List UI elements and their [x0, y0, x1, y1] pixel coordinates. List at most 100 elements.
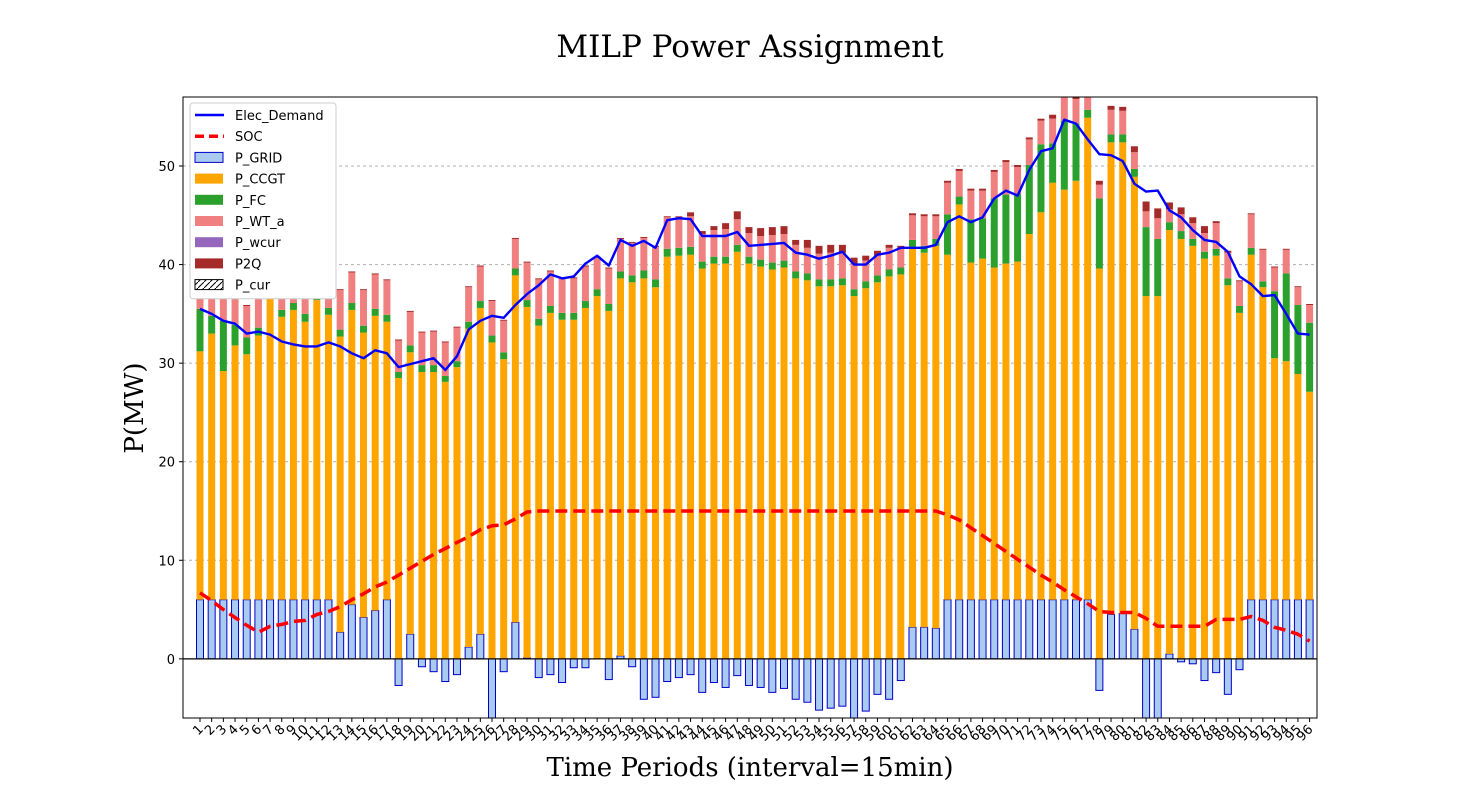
bar-p-wt-a [605, 268, 613, 304]
bar-p-wt-a [885, 247, 893, 270]
bar-p-fc [488, 335, 496, 343]
bar-p-wt-a [243, 305, 251, 338]
bar-p-fc [289, 303, 297, 310]
bar-p-ccgt [336, 336, 344, 633]
bar-p-wt-a [231, 295, 239, 325]
bar-p-wt-a [593, 257, 601, 290]
bar-p-wt-a [663, 217, 671, 249]
legend-label: P_wcur [235, 236, 281, 251]
bar-p-grid [628, 658, 637, 668]
bar-p-ccgt [1294, 373, 1302, 600]
bar-p-wt-a [430, 331, 438, 366]
bar-p-wt-a [687, 216, 695, 247]
bar-p-grid [885, 658, 894, 700]
bar-p-fc [453, 361, 461, 368]
bar-p-grid [978, 599, 987, 660]
bar-p-ccgt [278, 316, 286, 600]
bar-p2q [488, 300, 496, 302]
bar-p-fc [1072, 123, 1080, 181]
bar-p-grid [1188, 658, 1197, 665]
bar-p2q [1189, 217, 1197, 224]
bar-p2q [944, 180, 952, 183]
bar-p-fc [1236, 305, 1244, 313]
bar-p-ccgt [967, 262, 975, 600]
legend-swatch [195, 237, 223, 248]
bar-p-ccgt [605, 310, 613, 659]
bar-p-ccgt [546, 312, 554, 659]
bar-p-ccgt [1014, 261, 1022, 600]
bar-p-grid [1107, 614, 1116, 660]
bar-p-grid [815, 658, 824, 711]
bar-p2q [698, 231, 706, 235]
bar-p-grid [1235, 658, 1244, 671]
bar-p-fc [1165, 222, 1173, 231]
bar-p-wt-a [570, 278, 578, 313]
bar-p-ccgt [1165, 230, 1173, 654]
bar-p2q [1271, 266, 1279, 268]
bar-p-fc [1025, 165, 1033, 235]
bar-p-wt-a [827, 252, 835, 280]
bar-p-grid [406, 633, 415, 660]
bar-p-grid [768, 658, 777, 693]
bar-p-wt-a [511, 238, 519, 269]
bar-p2q [710, 226, 718, 231]
bar-p-ccgt [1060, 189, 1068, 600]
legend-swatch [195, 258, 223, 269]
bar-p-grid [990, 599, 999, 660]
bar-p-wt-a [1306, 304, 1314, 323]
legend-label: SOC [235, 130, 263, 145]
bar-p-fc [523, 300, 531, 307]
bar-p-ccgt [1200, 258, 1208, 659]
bar-p-ccgt [1025, 234, 1033, 600]
bar-p-wt-a [383, 280, 391, 315]
bar-p-wt-a [1247, 214, 1255, 248]
bar-p2q [546, 270, 554, 272]
bar-p2q [616, 237, 624, 239]
bar-p-fc [336, 329, 344, 337]
bar-p-fc [1095, 198, 1103, 269]
bar-p2q [511, 237, 519, 239]
bar-p-fc [1130, 168, 1138, 177]
bar-p-ccgt [698, 268, 706, 659]
x-axis-ticks: 1234567891011121314151617181920212223242… [190, 718, 1316, 745]
y-tick-label: 40 [158, 259, 175, 274]
bar-p-ccgt [441, 381, 449, 659]
legend-label: Elec_Demand [235, 109, 324, 124]
bar-p-wt-a [1142, 211, 1150, 228]
bar-p2q [757, 228, 765, 236]
bar-p-fc [733, 244, 741, 252]
bar-p-fc [652, 279, 660, 288]
bar-p-wt-a [406, 311, 414, 346]
bar-p-ccgt [780, 267, 788, 659]
bar-p-ccgt [1236, 312, 1244, 659]
legend-swatch [195, 173, 223, 184]
bar-p-wt-a [1084, 97, 1092, 110]
bar-p2q [663, 216, 671, 218]
bar-p-fc [476, 301, 484, 308]
stacked-bars [196, 97, 1314, 718]
bar-p-ccgt [1084, 117, 1092, 600]
bar-p-fc [1306, 322, 1314, 392]
bar-p-wt-a [1025, 139, 1033, 166]
bar-p2q [838, 244, 846, 253]
bar-p2q [675, 216, 683, 218]
bar-p2q [1177, 207, 1185, 215]
bar-p-wt-a [535, 279, 543, 319]
bar-p-grid [476, 633, 485, 660]
bar-p2q [1142, 201, 1150, 212]
bar-p2q [406, 310, 414, 312]
bar-p-grid [920, 626, 929, 660]
bar-p-wt-a [768, 235, 776, 263]
bar-p-wt-a [1236, 281, 1244, 306]
bar-p-fc [324, 307, 332, 315]
bar-p-wt-a [920, 216, 928, 246]
bar-p-wt-a [862, 260, 870, 282]
bar-p-ccgt [570, 319, 578, 659]
bar-p-grid [1212, 658, 1221, 674]
bar-p2q [1306, 304, 1314, 305]
bar-p-wt-a [1014, 166, 1022, 194]
bar-p2q [570, 277, 578, 279]
bar-p-ccgt [873, 282, 881, 659]
bar-p2q [1014, 165, 1022, 167]
bar-p-fc [1142, 227, 1150, 297]
